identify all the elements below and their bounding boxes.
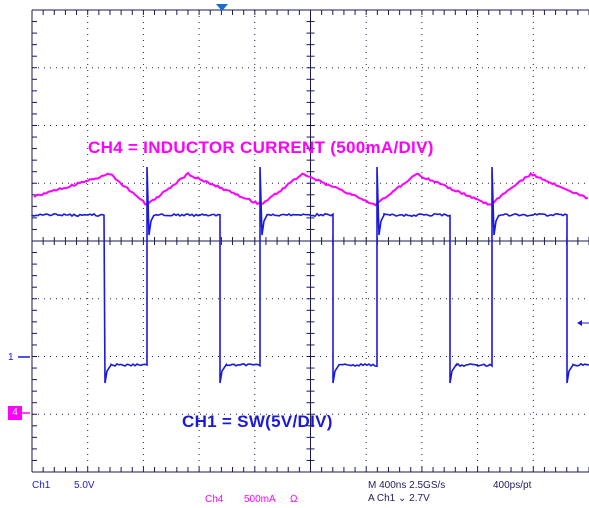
ch4-name: Ch4 bbox=[205, 494, 223, 505]
ch1-annotation: CH1 = SW(5V/DIV) bbox=[182, 412, 333, 432]
trigger-readout: A Ch1 ⌄ 2.7V bbox=[368, 493, 430, 504]
ch1-name: Ch1 bbox=[32, 480, 50, 491]
ch1-ground-marker: 1 bbox=[8, 352, 14, 363]
ch4-impedance: Ω bbox=[290, 494, 297, 505]
ch4-ground-marker: 4 bbox=[8, 406, 22, 420]
ch4-annotation: CH4 = INDUCTOR CURRENT (500mA/DIV) bbox=[88, 138, 434, 158]
record-length-readout: 400ps/pt bbox=[493, 480, 531, 491]
graticule bbox=[32, 10, 589, 472]
ch4-scale: 500mA bbox=[244, 494, 276, 505]
trigger-level-marker bbox=[577, 320, 589, 326]
ch1-scale: 5.0V bbox=[74, 480, 95, 491]
timebase-readout: M 400ns 2.5GS/s bbox=[368, 480, 445, 491]
